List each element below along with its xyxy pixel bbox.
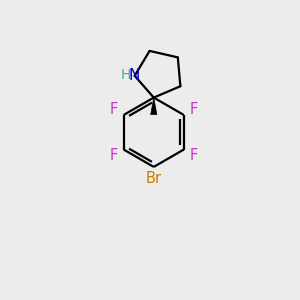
Text: F: F — [110, 102, 118, 117]
Text: F: F — [190, 148, 198, 163]
Text: Br: Br — [146, 171, 162, 186]
Text: H: H — [121, 68, 131, 82]
Text: F: F — [190, 102, 198, 117]
Text: F: F — [110, 148, 118, 163]
Text: N: N — [128, 68, 140, 82]
Polygon shape — [151, 98, 157, 115]
